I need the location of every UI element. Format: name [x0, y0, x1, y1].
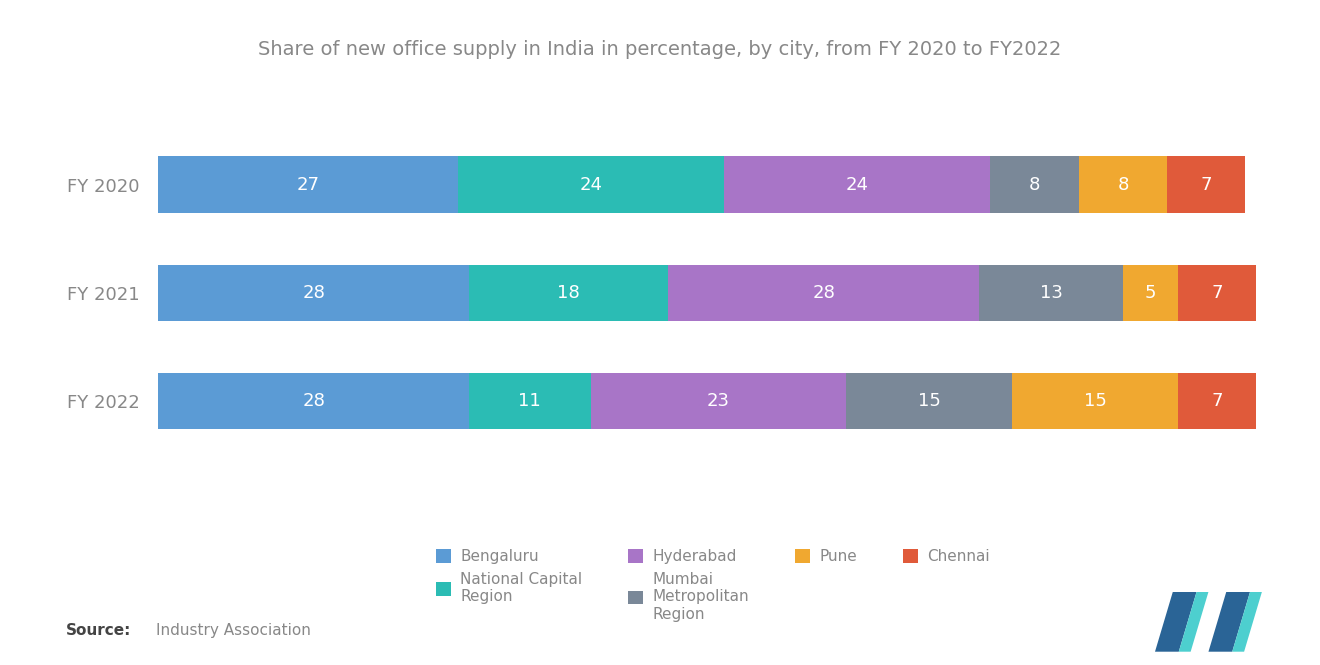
Text: 15: 15: [917, 392, 940, 410]
Text: 5: 5: [1144, 283, 1156, 302]
Bar: [158, 156, 458, 213]
Text: 7: 7: [1212, 392, 1224, 410]
Text: 28: 28: [812, 283, 836, 302]
Text: 7: 7: [1200, 176, 1212, 194]
Bar: [846, 372, 1012, 429]
Text: 13: 13: [1040, 283, 1063, 302]
Text: 11: 11: [519, 392, 541, 410]
Text: 24: 24: [845, 176, 869, 194]
Bar: [158, 372, 469, 429]
Bar: [668, 265, 979, 321]
Bar: [158, 265, 469, 321]
Polygon shape: [1155, 592, 1196, 652]
Bar: [979, 265, 1123, 321]
Bar: [1123, 265, 1179, 321]
Text: 18: 18: [557, 283, 579, 302]
Bar: [591, 372, 846, 429]
Bar: [1179, 265, 1257, 321]
Bar: [1012, 372, 1179, 429]
Text: Industry Association: Industry Association: [156, 623, 310, 638]
Text: Share of new office supply in India in percentage, by city, from FY 2020 to FY20: Share of new office supply in India in p…: [259, 40, 1061, 59]
Bar: [469, 372, 591, 429]
Text: 24: 24: [579, 176, 602, 194]
Text: 28: 28: [302, 392, 325, 410]
Bar: [1179, 372, 1257, 429]
Legend: Bengaluru, National Capital
Region, Hyderabad, Mumbai
Metropolitan
Region, Pune,: Bengaluru, National Capital Region, Hyde…: [436, 549, 990, 622]
Polygon shape: [1179, 592, 1209, 652]
Text: 28: 28: [302, 283, 325, 302]
Polygon shape: [1233, 592, 1262, 652]
Text: 7: 7: [1212, 283, 1224, 302]
Text: 8: 8: [1028, 176, 1040, 194]
Bar: [469, 265, 668, 321]
Bar: [1078, 156, 1167, 213]
Text: 15: 15: [1084, 392, 1106, 410]
Text: Source:: Source:: [66, 623, 132, 638]
Polygon shape: [1209, 592, 1250, 652]
Bar: [1167, 156, 1245, 213]
Bar: [990, 156, 1078, 213]
Text: 27: 27: [297, 176, 319, 194]
Text: 8: 8: [1117, 176, 1129, 194]
Text: 23: 23: [706, 392, 730, 410]
Bar: [458, 156, 723, 213]
Bar: [723, 156, 990, 213]
